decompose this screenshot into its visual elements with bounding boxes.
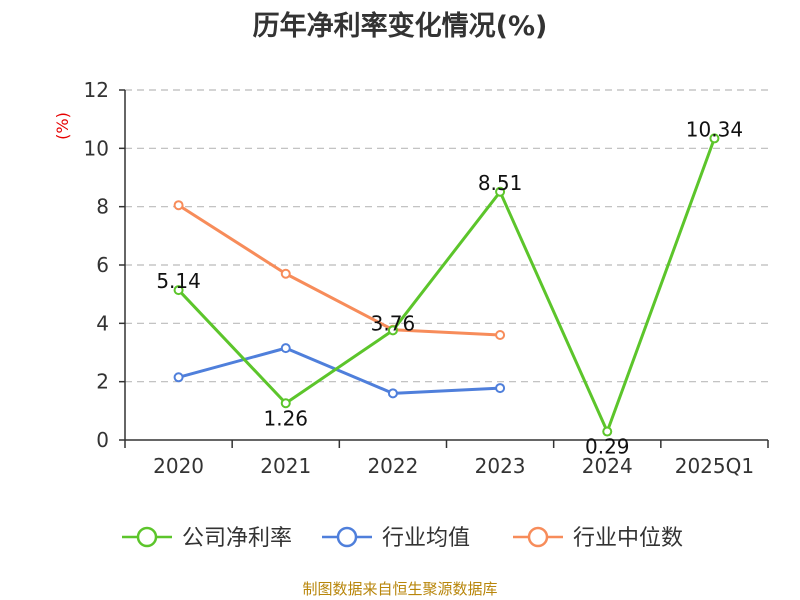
y-tick-label: 6	[96, 253, 109, 277]
legend: 公司净利率 行业均值 行业中位数	[122, 526, 683, 551]
data-label: 8.51	[478, 171, 523, 195]
data-point	[387, 388, 398, 399]
data-point	[602, 426, 613, 437]
series-line	[177, 203, 501, 337]
data-point	[495, 186, 506, 197]
series-line	[177, 137, 716, 434]
axes: 0 2 4 6 8 10 12 2020 2021 2022 2023 2024 2025Q1	[84, 78, 769, 478]
legend-swatch-marker	[527, 526, 549, 548]
data-label: 0.29	[585, 435, 630, 459]
grid-lines	[125, 89, 768, 383]
y-tick-label: 2	[96, 370, 109, 394]
data-point	[173, 285, 184, 296]
legend-swatch-marker	[136, 526, 158, 548]
data-point	[280, 268, 291, 279]
x-tick-label: 2022	[367, 454, 418, 478]
data-label: 3.76	[371, 311, 416, 335]
legend-swatch-marker	[336, 526, 358, 548]
legend-label: 行业中位数	[573, 526, 683, 551]
x-tick-label: 2021	[260, 454, 311, 478]
data-label: 10.34	[686, 117, 743, 141]
data-label: 5.14	[156, 269, 201, 293]
data-point	[495, 383, 506, 394]
y-tick-label: 12	[84, 78, 109, 102]
x-tick-label: 2025Q1	[675, 454, 754, 478]
source-note: 制图数据来自恒生聚源数据库	[302, 580, 497, 598]
data-point	[495, 330, 506, 340]
x-tick-label: 2020	[153, 454, 204, 478]
data-point	[280, 398, 291, 409]
data-labels: 5.14 1.26 3.76 8.51 0.29 10.34	[156, 117, 743, 458]
y-tick-label: 8	[96, 195, 109, 219]
data-point	[709, 133, 720, 144]
x-tick-label: 2023	[475, 454, 526, 478]
y-tick-label: 4	[96, 311, 109, 335]
y-tick-label: 10	[84, 136, 109, 160]
legend-label: 行业均值	[382, 526, 470, 551]
y-tick-label: 0	[96, 428, 109, 452]
data-point	[387, 325, 398, 336]
data-label: 1.26	[263, 406, 308, 430]
series-line	[178, 346, 501, 395]
legend-label: 公司净利率	[182, 526, 292, 551]
data-point	[173, 200, 184, 211]
chart-title: 历年净利率变化情况(%)	[253, 10, 548, 42]
y-axis-unit-label: (%)	[53, 112, 72, 140]
data-point	[280, 343, 291, 354]
series-lines	[173, 133, 720, 437]
x-tick-label: 2024	[582, 454, 633, 478]
data-point	[173, 372, 184, 383]
